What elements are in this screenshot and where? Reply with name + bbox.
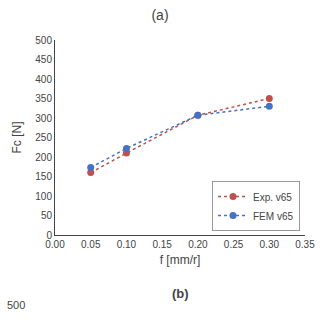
svg-text:FEM v65: FEM v65	[253, 211, 293, 222]
svg-text:0.15: 0.15	[152, 239, 172, 250]
svg-text:Exp. v65: Exp. v65	[253, 192, 292, 203]
svg-text:0.20: 0.20	[188, 239, 208, 250]
svg-text:450: 450	[35, 54, 52, 65]
svg-text:150: 150	[35, 171, 52, 182]
svg-text:f [mm/r]: f [mm/r]	[160, 253, 201, 267]
svg-text:350: 350	[35, 93, 52, 104]
svg-text:Fc [N]: Fc [N]	[10, 122, 24, 154]
svg-text:0.35: 0.35	[295, 239, 315, 250]
svg-text:0.00: 0.00	[45, 239, 65, 250]
svg-text:50: 50	[41, 210, 53, 221]
svg-text:250: 250	[35, 132, 52, 143]
svg-text:300: 300	[35, 113, 52, 124]
svg-text:100: 100	[35, 191, 52, 202]
svg-text:0.05: 0.05	[81, 239, 101, 250]
svg-text:0.10: 0.10	[117, 239, 137, 250]
svg-text:200: 200	[35, 152, 52, 163]
svg-text:0.30: 0.30	[260, 239, 280, 250]
svg-text:(b): (b)	[172, 286, 189, 301]
svg-text:(a): (a)	[151, 7, 168, 23]
svg-text:500: 500	[35, 35, 52, 46]
svg-text:500: 500	[7, 299, 25, 311]
svg-text:0: 0	[46, 230, 52, 241]
svg-text:0.25: 0.25	[224, 239, 244, 250]
svg-text:400: 400	[35, 74, 52, 85]
